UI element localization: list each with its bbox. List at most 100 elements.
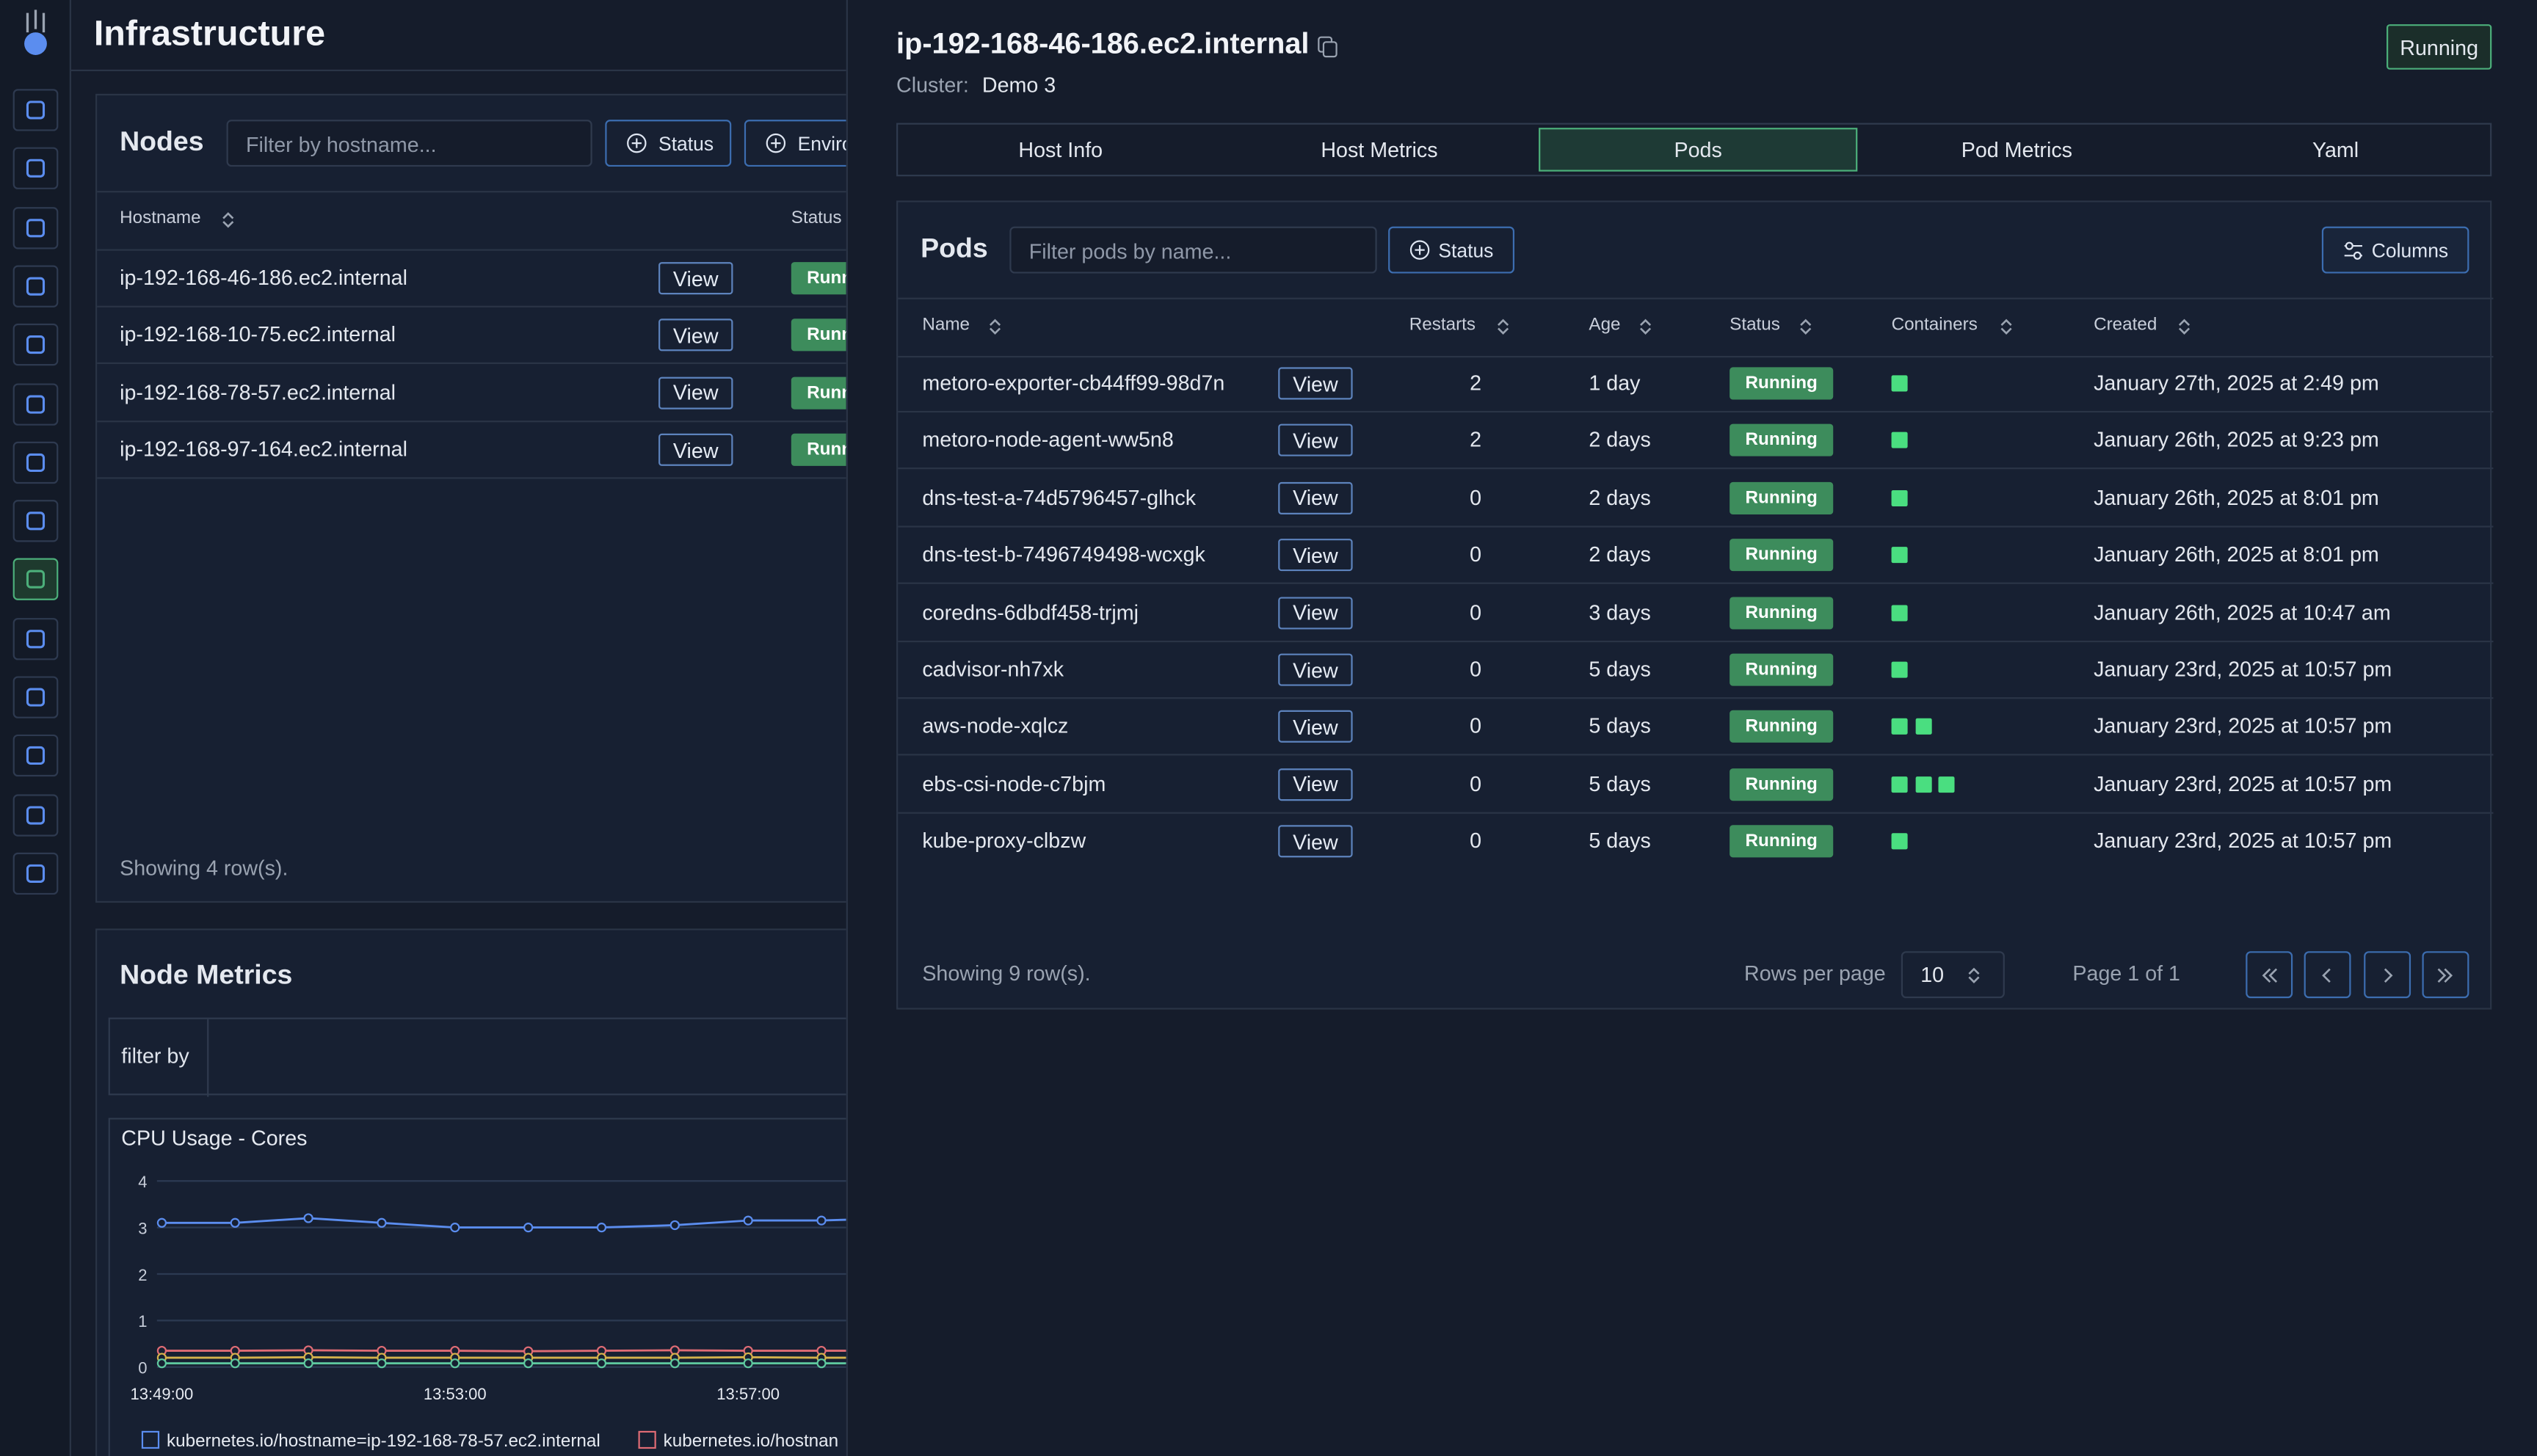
nav-icon[interactable] [12, 793, 59, 836]
nav-icon[interactable] [12, 265, 59, 307]
pod-name: kube-proxy-clbzw [922, 829, 1086, 853]
sliders-icon [2344, 241, 2362, 260]
nav-glyph-shape [26, 277, 46, 296]
tab[interactable]: Pod Metrics [1961, 137, 2073, 162]
rows-per-page-select[interactable]: 10 [1901, 951, 2005, 999]
status-pill: Running [2387, 24, 2492, 70]
status-badge: Running [1730, 653, 1834, 686]
data-point [450, 1358, 460, 1369]
container-square [1914, 776, 1931, 793]
pod-name: coredns-6dbdf458-trjmj [922, 599, 1139, 625]
age: 1 day [1589, 370, 1641, 395]
age: 5 days [1589, 657, 1651, 682]
data-point [377, 1217, 387, 1228]
columns-button[interactable]: Columns [2321, 226, 2469, 274]
container-square [1891, 661, 1908, 678]
row-divider [97, 305, 846, 307]
view-button[interactable]: View [658, 262, 733, 295]
nav-icon[interactable] [12, 676, 59, 718]
hostname-filter[interactable]: Filter by hostname... [226, 120, 592, 167]
row-divider [898, 583, 2494, 585]
created: January 26th, 2025 at 9:23 pm [2094, 427, 2379, 452]
legend-label: kubernetes.io/hostname=ip-192-168-78-57.… [167, 1431, 600, 1451]
nav-icon[interactable] [12, 148, 59, 190]
column-header: Hostname [120, 208, 201, 228]
sort-down [989, 327, 1001, 335]
created: January 23rd, 2025 at 10:57 pm [2094, 714, 2392, 739]
nav-glyph-shape [26, 805, 46, 824]
plus-circle [627, 133, 647, 153]
view-button[interactable]: View [1278, 596, 1353, 629]
view-button[interactable]: View [1278, 367, 1353, 400]
view-button[interactable]: View [1278, 539, 1353, 572]
column-header: Status [1730, 315, 1780, 335]
pod-name: dns-test-a-74d5796457-glhck [922, 484, 1197, 509]
tab[interactable]: Host Metrics [1321, 137, 1438, 162]
filter-button[interactable]: Status [605, 120, 732, 167]
nav-glyph [26, 864, 46, 883]
nav-icon[interactable] [12, 735, 59, 777]
pod-filter[interactable]: Filter pods by name... [1009, 226, 1377, 274]
data-point [816, 1358, 827, 1369]
tab[interactable]: Yaml [2312, 137, 2359, 162]
page-button[interactable] [2304, 951, 2352, 999]
nav-icon[interactable] [12, 89, 59, 131]
sort-up [989, 318, 1001, 327]
plus-circle [766, 133, 786, 153]
nav-icon[interactable] [12, 324, 59, 366]
copy-icon[interactable] [1317, 35, 1340, 58]
chart-title: CPU Usage - Cores [121, 1126, 308, 1151]
view-button[interactable]: View [1278, 768, 1353, 801]
data-point [230, 1358, 240, 1369]
y-tick-label: 0 [138, 1359, 147, 1377]
tab-bar: Host Info Host Metrics Pods Pod Metrics Yaml [896, 123, 2492, 177]
age: 2 days [1589, 542, 1651, 567]
view-button[interactable]: View [1278, 481, 1353, 514]
nav-icon[interactable] [12, 500, 59, 542]
page-button[interactable] [2363, 951, 2411, 999]
status-badge: Running [1730, 424, 1834, 457]
row-divider [898, 697, 2494, 699]
cluster-name: Demo 3 [981, 73, 1056, 98]
status-badge: Running [1730, 710, 1834, 743]
column-header: Status [791, 208, 842, 228]
sidebar [0, 0, 71, 1456]
view-button[interactable]: View [658, 434, 733, 467]
nav-glyph [26, 277, 46, 296]
x-tick-label: 13:49:00 [131, 1385, 194, 1403]
container-square [1891, 776, 1908, 793]
nav-icon[interactable] [12, 852, 59, 895]
button-label: Status [658, 131, 714, 155]
view-button[interactable]: View [1278, 825, 1353, 858]
view-button[interactable]: View [1278, 424, 1353, 457]
status-filter[interactable]: Status [1388, 226, 1515, 274]
nav-icon[interactable] [12, 441, 59, 484]
created: January 26th, 2025 at 8:01 pm [2094, 542, 2379, 567]
nav-glyph-shape [26, 394, 46, 413]
nav-glyph-shape [26, 101, 46, 120]
tab[interactable]: Host Info [1018, 137, 1103, 162]
nav-icon[interactable] [12, 382, 59, 425]
plus-cross [1415, 244, 1425, 255]
column-header: Containers [1891, 315, 1978, 335]
sort-icon [1498, 318, 1509, 335]
page-button[interactable] [2246, 951, 2293, 999]
nav-icon[interactable] [12, 617, 59, 660]
hostname: ip-192-168-10-75.ec2.internal [120, 322, 396, 347]
table-divider [898, 355, 2494, 358]
nav-icon[interactable] [12, 558, 59, 601]
tab[interactable]: Pods [1539, 128, 1858, 172]
view-button[interactable]: View [1278, 653, 1353, 686]
view-button[interactable]: View [1278, 710, 1353, 743]
hostname: ip-192-168-46-186.ec2.internal [120, 265, 407, 290]
placeholder: Filter by hostname... [246, 132, 437, 157]
nav-icon[interactable] [12, 206, 59, 249]
view-button[interactable]: View [658, 319, 733, 352]
age: 2 days [1589, 427, 1651, 452]
filter-button[interactable]: Environment [744, 120, 846, 167]
sort-up [1968, 967, 1980, 975]
restarts: 0 [1470, 657, 1482, 682]
view-button[interactable]: View [658, 376, 733, 410]
page-button[interactable] [2422, 951, 2469, 999]
status-badge: Running [791, 262, 846, 295]
